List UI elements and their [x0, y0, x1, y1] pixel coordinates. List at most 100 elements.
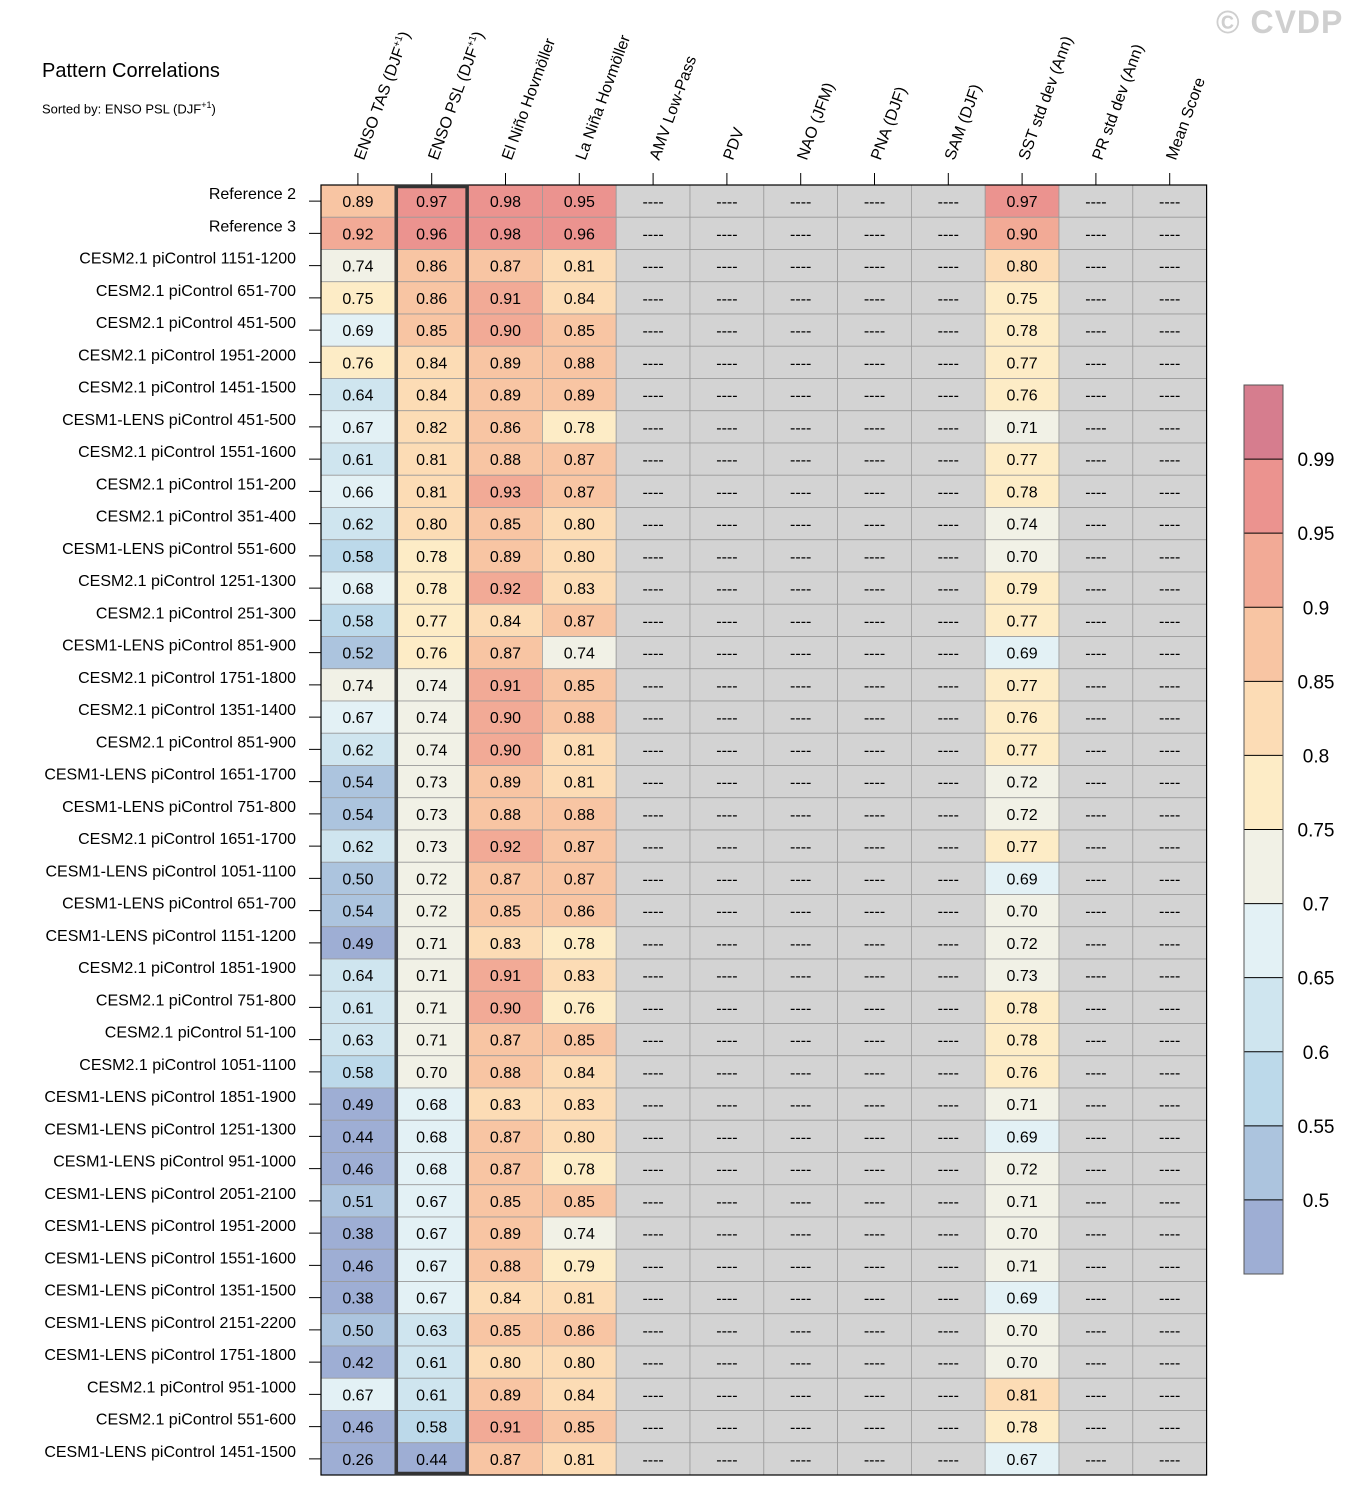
- cell-value-label: ----: [642, 1323, 663, 1340]
- cell-value-label: ----: [716, 807, 737, 824]
- cell-value-label: ----: [716, 1162, 737, 1179]
- row-label: CESM2.1 piControl 1851-1900: [78, 960, 296, 977]
- cell-value-label: ----: [938, 549, 959, 566]
- cell-value-label: ----: [790, 871, 811, 888]
- heatmap-cell: [689, 797, 765, 831]
- heatmap-cell: [911, 1119, 986, 1153]
- cell-value-label: 0.38: [342, 1226, 373, 1243]
- cell-value-label: 0.91: [490, 291, 521, 308]
- cell-value-label: ----: [1085, 646, 1106, 663]
- cell-value-label: ----: [642, 1129, 663, 1146]
- cell-value-label: ----: [642, 1420, 663, 1437]
- cell-value-label: 0.88: [490, 807, 521, 824]
- heatmap-cell: [984, 1087, 1060, 1121]
- heatmap-cell: [615, 184, 691, 218]
- cell-value-label: ----: [938, 871, 959, 888]
- cell-value-label: ----: [864, 839, 885, 856]
- cell-value-label: ----: [864, 742, 885, 759]
- heatmap-cell: [394, 442, 469, 476]
- cell-value-label: ----: [790, 1258, 811, 1275]
- cell-value-label: ----: [938, 613, 959, 630]
- cell-value-label: 0.75: [342, 291, 373, 308]
- cell-value-label: ----: [790, 807, 811, 824]
- heatmap-cell: [911, 732, 986, 766]
- cell-value-label: 0.78: [416, 581, 447, 598]
- cell-value-label: 0.51: [342, 1194, 373, 1211]
- column-label-text: SST std dev (Ann): [1016, 34, 1077, 162]
- cell-value-label: 0.91: [490, 678, 521, 695]
- row-label: Reference 2: [209, 186, 296, 203]
- cell-value-label: 0.92: [342, 226, 373, 243]
- heatmap-cell: [689, 1345, 765, 1379]
- row-label: CESM1-LENS piControl 1851-1900: [44, 1089, 296, 1106]
- heatmap-cell: [1132, 249, 1208, 283]
- cell-value-label: ----: [938, 355, 959, 372]
- heatmap-cell: [615, 636, 691, 670]
- heatmap-cell: [468, 732, 543, 766]
- cell-value-label: ----: [716, 323, 737, 340]
- cell-value-label: ----: [864, 1258, 885, 1275]
- cell-value-label: 0.81: [564, 742, 595, 759]
- cell-value-label: ----: [716, 775, 737, 792]
- cell-value-label: 0.49: [342, 1097, 373, 1114]
- heatmap-cell: [837, 571, 912, 605]
- cell-value-label: 0.78: [564, 936, 595, 953]
- heatmap-cell: [615, 216, 691, 250]
- cell-value-label: ----: [790, 517, 811, 534]
- colorbar-bin: [1244, 903, 1283, 978]
- cell-value-label: ----: [938, 1452, 959, 1469]
- heatmap-cell: [320, 249, 396, 283]
- cell-value-label: ----: [790, 581, 811, 598]
- cell-value-label: ----: [716, 1000, 737, 1017]
- cell-value-label: ----: [716, 1065, 737, 1082]
- heatmap-cell: [911, 1023, 986, 1057]
- heatmap-cell: [1132, 571, 1208, 605]
- heatmap-cell: [984, 1184, 1060, 1218]
- heatmap-cell: [1058, 1023, 1134, 1057]
- column-label-text: NAO (JFM): [794, 81, 838, 163]
- heatmap-cell: [689, 345, 765, 379]
- cell-value-label: 0.87: [490, 1033, 521, 1050]
- heatmap-cell: [320, 700, 396, 734]
- cell-value-label: ----: [864, 194, 885, 211]
- cell-value-label: ----: [1159, 452, 1180, 469]
- cell-value-label: ----: [1159, 775, 1180, 792]
- heatmap-cell: [615, 1410, 691, 1444]
- heatmap-cell: [1058, 1055, 1134, 1089]
- column-label-superscript: +1: [465, 34, 479, 49]
- cell-value-label: ----: [790, 323, 811, 340]
- cell-value-label: ----: [1085, 839, 1106, 856]
- heatmap-cell: [542, 765, 617, 799]
- cell-value-label: ----: [790, 936, 811, 953]
- heatmap-cell: [984, 410, 1060, 444]
- heatmap-cell: [394, 571, 469, 605]
- heatmap-cell: [542, 507, 617, 541]
- heatmap-cell: [615, 732, 691, 766]
- cell-value-label: ----: [864, 1226, 885, 1243]
- cell-value-label: 0.71: [1007, 1258, 1038, 1275]
- heatmap-cell: [911, 894, 986, 928]
- heatmap-cell: [1058, 313, 1134, 347]
- cell-value-label: ----: [938, 323, 959, 340]
- row-label: CESM2.1 piControl 151-200: [96, 476, 296, 493]
- cell-value-label: 0.89: [342, 194, 373, 211]
- cell-value-label: 0.97: [1007, 194, 1038, 211]
- cell-value-label: ----: [1085, 388, 1106, 405]
- cell-value-label: ----: [1085, 678, 1106, 695]
- heatmap-cell: [689, 216, 765, 250]
- cell-value-label: ----: [938, 807, 959, 824]
- heatmap-cell: [542, 636, 617, 670]
- cell-value-label: ----: [1159, 517, 1180, 534]
- cell-value-label: ----: [1159, 549, 1180, 566]
- cell-value-label: 0.81: [564, 259, 595, 276]
- cell-value-label: ----: [642, 710, 663, 727]
- heatmap-cell: [984, 249, 1060, 283]
- heatmap-cell: [615, 345, 691, 379]
- cell-value-label: 0.93: [490, 484, 521, 501]
- heatmap-cell: [984, 474, 1060, 508]
- heatmap-cell: [984, 313, 1060, 347]
- cell-value-label: 0.87: [564, 613, 595, 630]
- heatmap-cell: [542, 474, 617, 508]
- heatmap-cell: [394, 313, 469, 347]
